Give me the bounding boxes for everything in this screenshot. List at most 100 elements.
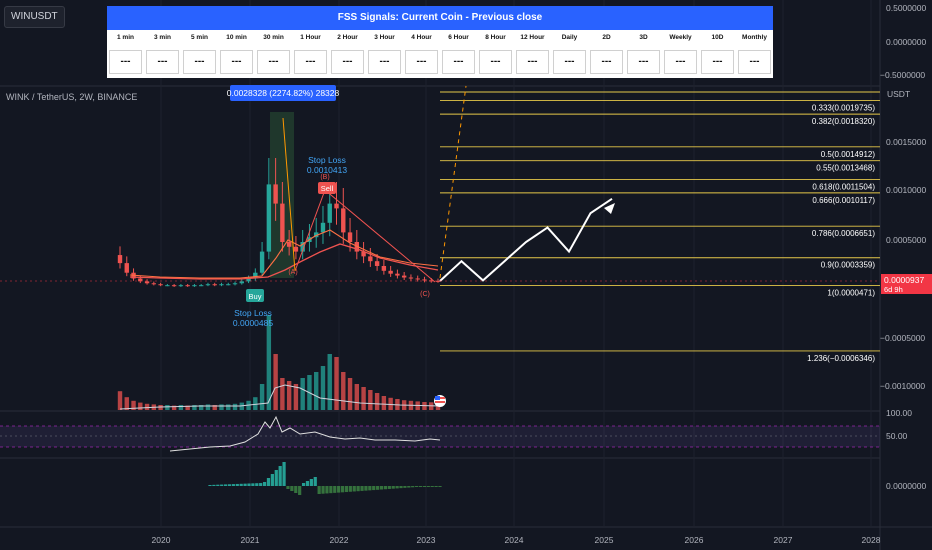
macd-bar — [223, 484, 228, 486]
wave-b-label: (B) — [320, 174, 329, 181]
timeframe-label: 3D — [639, 34, 648, 41]
volume-bar — [273, 354, 278, 410]
macd-bar — [247, 483, 251, 486]
sell-signal[interactable]: Sell — [318, 182, 336, 194]
candle-body — [212, 284, 217, 286]
candle-body — [239, 281, 244, 284]
macd-bar — [364, 486, 368, 491]
pair-info: WINK / TetherUS, 2W, BINANCE — [6, 92, 138, 102]
macd-bar — [227, 484, 232, 486]
signal-cell: --- — [738, 50, 771, 74]
timeframe-label: 10D — [711, 34, 724, 41]
macd-bar — [329, 486, 333, 494]
top-tick-1: 0.0000000 — [886, 37, 926, 47]
symbol-badge[interactable]: WINUSDT — [4, 6, 65, 28]
rsi-tick-100: 100.00 — [886, 408, 912, 418]
macd-bar — [231, 484, 235, 486]
macd-bar — [337, 486, 341, 493]
candle-body — [401, 275, 407, 278]
candle-body — [408, 277, 414, 279]
timeframe-label: 6 Hour — [448, 34, 469, 41]
candle-body — [280, 203, 285, 242]
macd-bar — [411, 486, 415, 488]
macd-bar — [208, 485, 212, 486]
signal-cell: --- — [146, 50, 179, 74]
macd-bar — [216, 484, 220, 486]
candle-body — [144, 281, 150, 284]
candle-body — [300, 241, 305, 252]
volume-bar — [171, 405, 177, 410]
macd-bar — [383, 486, 388, 490]
macd-bar — [251, 483, 255, 486]
top-tick-0: 0.5000000 — [886, 3, 926, 13]
candle-body — [259, 251, 265, 273]
signal-cell: --- — [220, 50, 253, 74]
volume-bar — [286, 381, 292, 410]
wave-c-label: (C) — [420, 291, 430, 298]
macd-bar — [348, 486, 352, 492]
macd-bar — [426, 486, 430, 487]
projection-dashed-line — [439, 85, 467, 279]
candle-body — [117, 255, 123, 264]
top-tick-2: −0.5000000 — [880, 70, 925, 80]
volume-bar — [212, 405, 217, 410]
candle-body — [273, 184, 278, 204]
time-axis-label: 2024 — [505, 535, 524, 545]
timeframe-label: 1 min — [117, 34, 134, 41]
fss-signals-table: FSS Signals: Current Coin - Previous clo… — [107, 6, 773, 78]
timeframe-label: Daily — [561, 34, 578, 41]
volume-bar — [219, 404, 224, 410]
signal-cell: --- — [701, 50, 734, 74]
macd-bar — [376, 486, 380, 490]
fib-level-label: 0.9(0.0003359) — [821, 261, 876, 270]
candle-body — [435, 280, 441, 282]
candle-body — [395, 273, 400, 276]
macd-bar — [360, 486, 364, 491]
volume-bar — [178, 405, 184, 410]
macd-bar — [356, 486, 360, 492]
macd-bar — [407, 486, 411, 488]
countdown-label: 6d 9h — [884, 285, 903, 294]
time-axis-label: 2022 — [330, 535, 349, 545]
signal-cell: --- — [590, 50, 623, 74]
candle-body — [347, 232, 353, 242]
candle-body — [320, 222, 326, 233]
volume-bar — [374, 393, 380, 410]
macd-bar — [301, 483, 306, 486]
candle-body — [138, 278, 143, 282]
time-axis-label: 2025 — [595, 535, 614, 545]
candle-body — [286, 241, 292, 247]
rsi-tick-50: 50.00 — [886, 431, 908, 441]
time-axis-label: 2026 — [685, 535, 704, 545]
peak-annotation[interactable]: 0.0028328 (2274.82%) 28328 — [227, 85, 340, 101]
signal-cell: --- — [405, 50, 438, 74]
time-axis-label: 2023 — [417, 535, 436, 545]
macd-bar — [395, 486, 399, 489]
candle-body — [327, 203, 332, 223]
current-price-label: 0.0000937 — [884, 275, 924, 285]
main-tick-3: −0.0005000 — [880, 333, 925, 343]
volume-bar — [138, 402, 143, 410]
candle-body — [165, 285, 170, 287]
buy-signal[interactable]: Buy — [246, 289, 264, 302]
candle-body — [422, 279, 427, 281]
time-axis[interactable]: 2020 2021 2022 2023 2024 2025 2026 2027 2028 — [152, 535, 881, 545]
macd-bar — [290, 486, 294, 491]
macd-bar — [344, 486, 349, 493]
time-axis-label: 2020 — [152, 535, 171, 545]
candle-body — [219, 284, 224, 286]
timeframe-label: 5 min — [191, 34, 208, 41]
volume-bar — [327, 354, 332, 410]
volume-bar — [347, 378, 353, 410]
volume-bar — [300, 378, 305, 410]
volume-bar — [198, 405, 204, 410]
candlesticks — [117, 157, 441, 287]
signal-cell: --- — [294, 50, 327, 74]
candle-body — [361, 251, 366, 257]
price-axis[interactable]: 0.5000000 0.0000000 −0.5000000 USDT 0.00… — [880, 3, 932, 491]
fib-level-label: 0.382(0.0018320) — [812, 117, 876, 126]
main-tick-1: 0.0010000 — [886, 185, 926, 195]
